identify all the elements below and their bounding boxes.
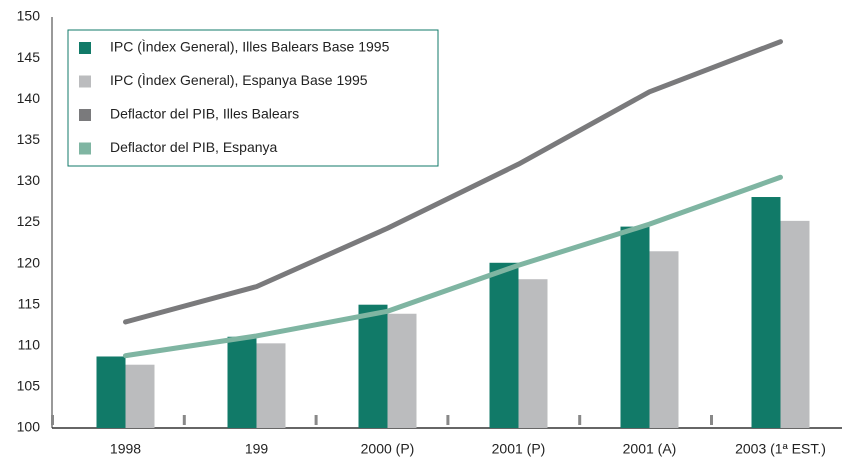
y-tick-label: 105 bbox=[17, 378, 41, 394]
x-tick-label: 2001 (A) bbox=[623, 441, 677, 457]
y-tick-label: 110 bbox=[18, 337, 41, 353]
x-tick-stub bbox=[710, 415, 713, 425]
line bbox=[123, 174, 783, 359]
legend-label: Deflactor del PIB, Illes Balears bbox=[110, 106, 299, 122]
legend-label: IPC (Ìndex General), Espanya Base 1995 bbox=[110, 72, 368, 88]
y-tick-label: 140 bbox=[17, 90, 41, 106]
bar bbox=[489, 262, 519, 428]
x-tick-label: 2003 (1ª EST.) bbox=[735, 441, 826, 457]
x-tick-label: 2001 (P) bbox=[492, 441, 546, 457]
bar bbox=[780, 220, 810, 428]
x-tick-label: 2000 (P) bbox=[361, 441, 415, 457]
x-tick-label: 199 bbox=[245, 441, 269, 457]
x-tick-label: 1998 bbox=[110, 441, 141, 457]
y-tick-label: 145 bbox=[17, 49, 41, 65]
y-tick-label: 135 bbox=[17, 131, 41, 147]
legend-swatch bbox=[79, 42, 91, 54]
x-tick-stub bbox=[51, 415, 54, 425]
legend-swatch bbox=[79, 75, 91, 88]
legend-box bbox=[67, 29, 439, 167]
bar bbox=[387, 313, 417, 428]
bar bbox=[620, 226, 650, 428]
y-tick-label: 125 bbox=[17, 213, 41, 229]
legend-swatch bbox=[79, 109, 91, 121]
y-tick-label: 115 bbox=[18, 295, 41, 311]
bar bbox=[358, 304, 388, 428]
x-tick-stub bbox=[182, 415, 186, 425]
x-tick-stub bbox=[446, 415, 450, 425]
y-tick-label: 120 bbox=[17, 254, 41, 270]
y-tick-label: 130 bbox=[17, 172, 41, 188]
bar bbox=[125, 364, 155, 428]
y-tick-label: 100 bbox=[17, 419, 41, 435]
line bbox=[123, 39, 783, 325]
bar bbox=[256, 343, 286, 428]
bar bbox=[96, 356, 126, 428]
legend-swatch bbox=[79, 142, 91, 155]
bar bbox=[649, 251, 679, 428]
y-tick-label: 150 bbox=[17, 8, 41, 24]
x-tick-stub bbox=[314, 415, 318, 425]
legend-label: IPC (Ìndex General), Illes Balears Base … bbox=[110, 39, 390, 55]
bar bbox=[518, 279, 548, 428]
x-tick-stub bbox=[578, 415, 582, 425]
bar bbox=[227, 336, 257, 428]
bar bbox=[751, 197, 781, 428]
legend-label: Deflactor del PIB, Espanya bbox=[110, 139, 278, 155]
